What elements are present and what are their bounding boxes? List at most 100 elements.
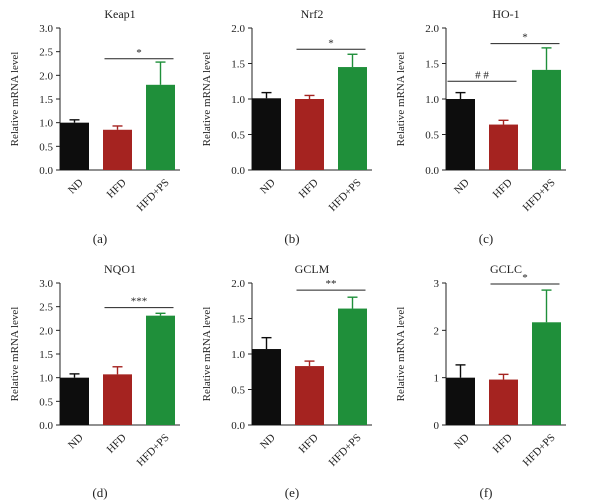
x-tick-label: ND xyxy=(452,432,472,452)
y-tick-label: 2 xyxy=(434,325,440,337)
y-axis-label: Relative mRNA level xyxy=(201,307,213,402)
chart-title: Keap1 xyxy=(104,7,135,21)
y-axis-label: Relative mRNA level xyxy=(395,52,407,147)
y-tick-label: 0 xyxy=(434,420,440,432)
bar-hfd-ps xyxy=(146,84,175,170)
y-tick-label: 3.0 xyxy=(39,278,53,290)
panel-nqo1: NQO1 0.0 0.5 1.0 1.5 2.0 2.5 3.0 Relative mRNA l… xyxy=(9,262,180,500)
y-tick-label: 1.5 xyxy=(39,94,53,106)
bar-nd xyxy=(252,98,281,170)
panel-label: (b) xyxy=(284,231,299,246)
y-axis-label: Relative mRNA level xyxy=(9,307,21,402)
x-tick-label: ND xyxy=(66,432,86,452)
y-tick-label: 1.0 xyxy=(231,349,245,361)
panel-ho-1: HO-1 0.0 0.5 1.0 1.5 2.0 Relative mRNA level ND… xyxy=(395,7,566,246)
y-tick-label: 0.5 xyxy=(39,141,53,153)
x-tick-label: HFD xyxy=(297,177,321,201)
y-tick-label: 0.0 xyxy=(39,420,53,432)
panel-gclc: GCLC 0 1 2 3 Relative mRNA level ND HFD HFD+PS * (… xyxy=(395,262,566,500)
significance-label: # # xyxy=(475,69,489,81)
significance-label: * xyxy=(522,272,528,284)
significance-label: ** xyxy=(326,278,337,290)
significance-label: * xyxy=(136,47,142,59)
x-tick-label: HFD xyxy=(105,177,129,201)
y-tick-label: 2.5 xyxy=(39,47,53,59)
y-tick-label: 1.5 xyxy=(231,59,245,71)
bar-hfd xyxy=(295,99,324,170)
y-tick-label: 0.0 xyxy=(231,165,245,177)
bar-hfd-ps xyxy=(338,308,367,425)
chart-title: GCLM xyxy=(295,262,330,276)
y-tick-label: 0.0 xyxy=(39,165,53,177)
x-tick-label: ND xyxy=(66,177,86,197)
bar-hfd xyxy=(103,374,132,425)
x-tick-label: ND xyxy=(452,177,472,197)
bar-nd xyxy=(60,122,89,170)
bar-hfd xyxy=(489,379,518,425)
x-tick-label: HFD+PS xyxy=(521,177,558,214)
x-tick-label: HFD xyxy=(491,177,515,201)
y-tick-label: 1.5 xyxy=(231,314,245,326)
y-tick-label: 2.5 xyxy=(39,302,53,314)
chart-title: Nrf2 xyxy=(301,7,324,21)
y-tick-label: 0.5 xyxy=(425,130,439,142)
significance-label: * xyxy=(522,32,528,44)
panel-label: (c) xyxy=(479,231,493,246)
y-axis-label: Relative mRNA level xyxy=(201,52,213,147)
x-tick-label: HFD+PS xyxy=(135,177,172,214)
bar-nd xyxy=(60,377,89,425)
bar-nd xyxy=(446,99,475,170)
significance-label: *** xyxy=(131,296,148,308)
y-tick-label: 0.5 xyxy=(231,385,245,397)
y-tick-label: 2.0 xyxy=(231,23,245,35)
bar-hfd-ps xyxy=(532,322,561,425)
bar-hfd-ps xyxy=(146,315,175,425)
panel-nrf2: Nrf2 0.0 0.5 1.0 1.5 2.0 Relative mRNA level ND… xyxy=(201,7,372,246)
chart-title: NQO1 xyxy=(104,262,136,276)
bar-hfd xyxy=(295,366,324,425)
y-tick-label: 1.5 xyxy=(425,59,439,71)
x-tick-label: ND xyxy=(258,432,278,452)
chart-title: HO-1 xyxy=(492,7,519,21)
chart-title: GCLC xyxy=(490,262,522,276)
y-tick-label: 1.0 xyxy=(425,94,439,106)
y-tick-label: 2.0 xyxy=(39,325,53,337)
y-tick-label: 0.5 xyxy=(39,396,53,408)
y-tick-label: 1 xyxy=(434,373,440,385)
x-tick-label: HFD+PS xyxy=(135,432,172,469)
bar-hfd-ps xyxy=(338,67,367,170)
x-tick-label: HFD xyxy=(297,432,321,456)
panel-label: (a) xyxy=(93,231,107,246)
y-tick-label: 1.0 xyxy=(39,373,53,385)
y-tick-label: 2.0 xyxy=(231,278,245,290)
bar-hfd xyxy=(489,124,518,170)
y-tick-label: 1.5 xyxy=(39,349,53,361)
bar-nd xyxy=(446,377,475,425)
bar-hfd xyxy=(103,129,132,170)
bar-nd xyxy=(252,349,281,425)
y-tick-label: 2.0 xyxy=(425,23,439,35)
y-tick-label: 2.0 xyxy=(39,70,53,82)
panel-label: (e) xyxy=(285,485,299,500)
y-axis-label: Relative mRNA level xyxy=(395,307,407,402)
x-tick-label: HFD xyxy=(491,432,515,456)
bar-hfd-ps xyxy=(532,69,561,170)
panel-label: (d) xyxy=(92,485,107,500)
significance-label: * xyxy=(328,37,334,49)
y-tick-label: 1.0 xyxy=(231,94,245,106)
y-tick-label: 0.5 xyxy=(231,130,245,142)
y-tick-label: 3.0 xyxy=(39,23,53,35)
y-tick-label: 0.0 xyxy=(425,165,439,177)
x-tick-label: ND xyxy=(258,177,278,197)
x-tick-label: HFD+PS xyxy=(521,432,558,469)
x-tick-label: HFD+PS xyxy=(327,432,364,469)
x-tick-label: HFD xyxy=(105,432,129,456)
y-tick-label: 0.0 xyxy=(231,420,245,432)
y-axis-label: Relative mRNA level xyxy=(9,52,21,147)
panel-keap1: Keap1 0.0 0.5 1.0 1.5 2.0 2.5 3.0 Relative mRNA … xyxy=(9,7,180,246)
panel-label: (f) xyxy=(480,485,493,500)
y-tick-label: 3 xyxy=(434,278,440,290)
y-tick-label: 1.0 xyxy=(39,118,53,130)
x-tick-label: HFD+PS xyxy=(327,177,364,214)
